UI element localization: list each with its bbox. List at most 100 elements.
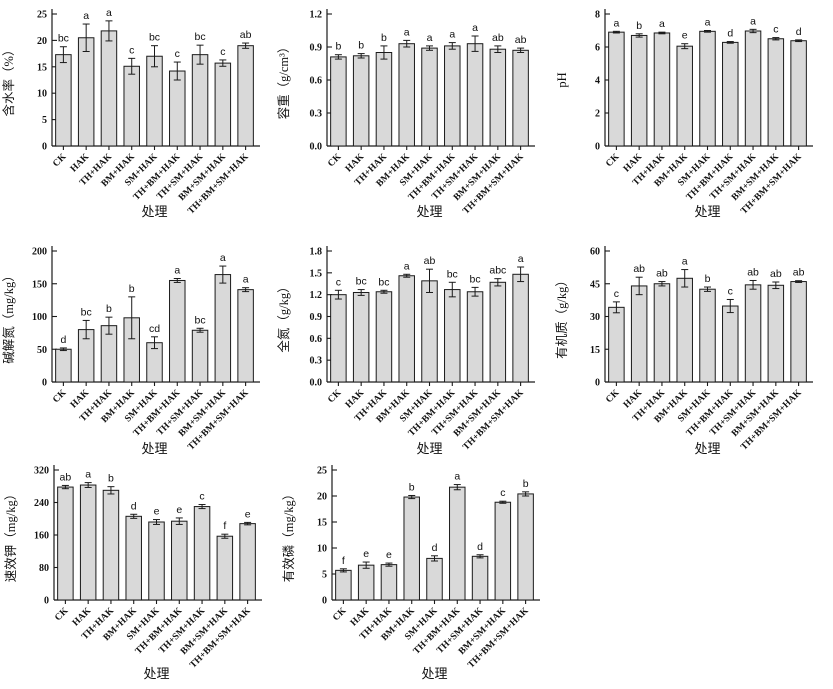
svg-text:a: a <box>427 32 433 44</box>
y-axis-title: 全氮（g/kg） <box>276 280 291 352</box>
svg-text:a: a <box>174 265 180 277</box>
y-axis-title: pH <box>555 72 569 87</box>
svg-text:ab: ab <box>793 267 805 279</box>
svg-text:CK: CK <box>326 152 344 170</box>
x-category-labels: CK HAKTH+HAKBM+HAKSM+HAKTH+BM+HAKTH+SM+HA… <box>331 606 531 671</box>
y-tick-labels: 0 2 4 6 8 <box>595 10 600 153</box>
y-axis-title: 碱解氮（mg/kg） <box>1 269 16 363</box>
y-ticks <box>332 469 337 601</box>
chart-panel-organic-matter: 0 15 30 45 60 c ab ab a b c ab ab ab CK HAK TH+HAK BM+HAK… <box>553 230 831 461</box>
svg-text:0.0: 0.0 <box>310 378 323 389</box>
x-ticks <box>62 382 247 386</box>
svg-text:ab: ab <box>770 268 782 280</box>
svg-text:b: b <box>705 273 711 285</box>
y-tick-labels: 0 80 160 240 320 <box>34 466 49 607</box>
svg-text:1.2: 1.2 <box>310 290 323 301</box>
chart-panel-available-potassium: 0 80 160 240 320 ab a b d e e c f e CK HAK TH+HAK BM+HAK S… <box>2 458 280 689</box>
svg-text:d: d <box>796 26 802 38</box>
error-bars <box>334 266 525 300</box>
svg-text:b: b <box>129 283 135 295</box>
svg-text:a: a <box>243 274 249 286</box>
svg-text:a: a <box>404 260 410 272</box>
svg-text:a: a <box>518 253 524 265</box>
svg-text:0: 0 <box>44 596 49 607</box>
svg-text:bc: bc <box>195 314 206 326</box>
chart-panel-water-content: 0 5 10 15 20 25 bc a a c bc c bc c ab CK HAK TH+HAK BM+HAK… <box>0 0 278 231</box>
available-phosphorus-bar-chart: 0 5 10 15 20 25 f e e b d a d c b CK HAKTH+HAKBM+HAKSM+H… <box>281 465 540 681</box>
svg-text:c: c <box>220 46 225 58</box>
svg-text:240: 240 <box>34 498 49 509</box>
svg-text:cd: cd <box>149 323 160 335</box>
svg-text:ab: ab <box>60 471 72 483</box>
y-tick-labels: 0 5 10 15 20 25 <box>317 466 327 607</box>
svg-text:CK: CK <box>51 152 69 170</box>
svg-text:e: e <box>154 506 160 518</box>
svg-text:60: 60 <box>590 247 600 258</box>
svg-text:c: c <box>129 44 134 56</box>
svg-text:b: b <box>636 20 642 32</box>
svg-text:0: 0 <box>322 596 327 607</box>
svg-text:ab: ab <box>424 255 436 267</box>
svg-text:bc: bc <box>195 31 206 43</box>
svg-text:b: b <box>409 481 415 493</box>
x-axis-title: 处理 <box>694 441 720 456</box>
svg-text:ab: ab <box>747 266 759 278</box>
svg-text:1.5: 1.5 <box>310 268 323 279</box>
svg-text:a: a <box>83 10 89 22</box>
chart-panel-ph: 0 2 4 6 8 a b a e a d a c d CK HAK TH+HAK BM+HAK SM+HAK TH+… <box>553 0 831 231</box>
svg-text:bc: bc <box>81 306 92 318</box>
svg-text:c: c <box>199 491 204 503</box>
svg-text:ab: ab <box>633 263 645 275</box>
svg-text:c: c <box>336 276 341 288</box>
bars <box>57 484 256 601</box>
error-bars <box>339 484 530 573</box>
svg-text:a: a <box>106 7 112 19</box>
svg-text:0.0: 0.0 <box>310 142 323 153</box>
x-ticks <box>337 382 522 386</box>
svg-text:80: 80 <box>39 563 49 574</box>
x-axis-title: 处理 <box>143 666 169 681</box>
svg-text:bc: bc <box>58 33 69 45</box>
chart-panel-bulk-density: 0.0 0.3 0.6 0.9 1.2 b b b a a a a ab ab CK HAK TH+HAK BM+… <box>275 0 553 231</box>
svg-text:b: b <box>381 32 387 44</box>
svg-text:bc: bc <box>378 276 389 288</box>
x-ticks <box>64 600 249 604</box>
sig-letters: f e e b d a d c b <box>342 471 529 567</box>
error-bars <box>612 269 803 314</box>
y-tick-labels: 0.0 0.3 0.6 0.9 1.2 1.5 1.8 <box>310 247 323 389</box>
svg-text:bc: bc <box>470 273 481 285</box>
svg-text:a: a <box>750 15 756 27</box>
svg-text:0.6: 0.6 <box>310 334 323 345</box>
svg-text:e: e <box>682 30 688 42</box>
svg-text:10: 10 <box>37 89 47 100</box>
y-axis-title: 含水率（%） <box>1 44 16 117</box>
svg-text:e: e <box>176 504 182 516</box>
svg-text:50: 50 <box>37 345 47 356</box>
chart-panel-alkali-nitrogen: 0 50 100 150 200 d bc b b cd a bc a a CK HAK TH+HAK BM+HA… <box>0 230 278 461</box>
x-ticks <box>615 382 800 386</box>
error-bars <box>334 35 525 60</box>
svg-text:f: f <box>342 555 345 567</box>
svg-text:c: c <box>175 48 180 60</box>
svg-text:d: d <box>60 334 66 346</box>
svg-text:ab: ab <box>656 268 668 280</box>
sig-letters: a b a e a d a c d <box>613 15 801 41</box>
svg-text:6: 6 <box>595 43 600 54</box>
svg-text:bc: bc <box>356 276 367 288</box>
bars <box>330 273 529 383</box>
svg-text:45: 45 <box>590 279 600 290</box>
svg-text:c: c <box>614 288 619 300</box>
svg-text:0.3: 0.3 <box>310 356 323 367</box>
x-ticks <box>342 600 527 604</box>
y-axis-title: 速效钾（mg/kg） <box>3 488 18 582</box>
svg-text:2: 2 <box>595 109 600 120</box>
svg-text:b: b <box>335 41 341 53</box>
x-axis-title: 处理 <box>141 441 167 456</box>
